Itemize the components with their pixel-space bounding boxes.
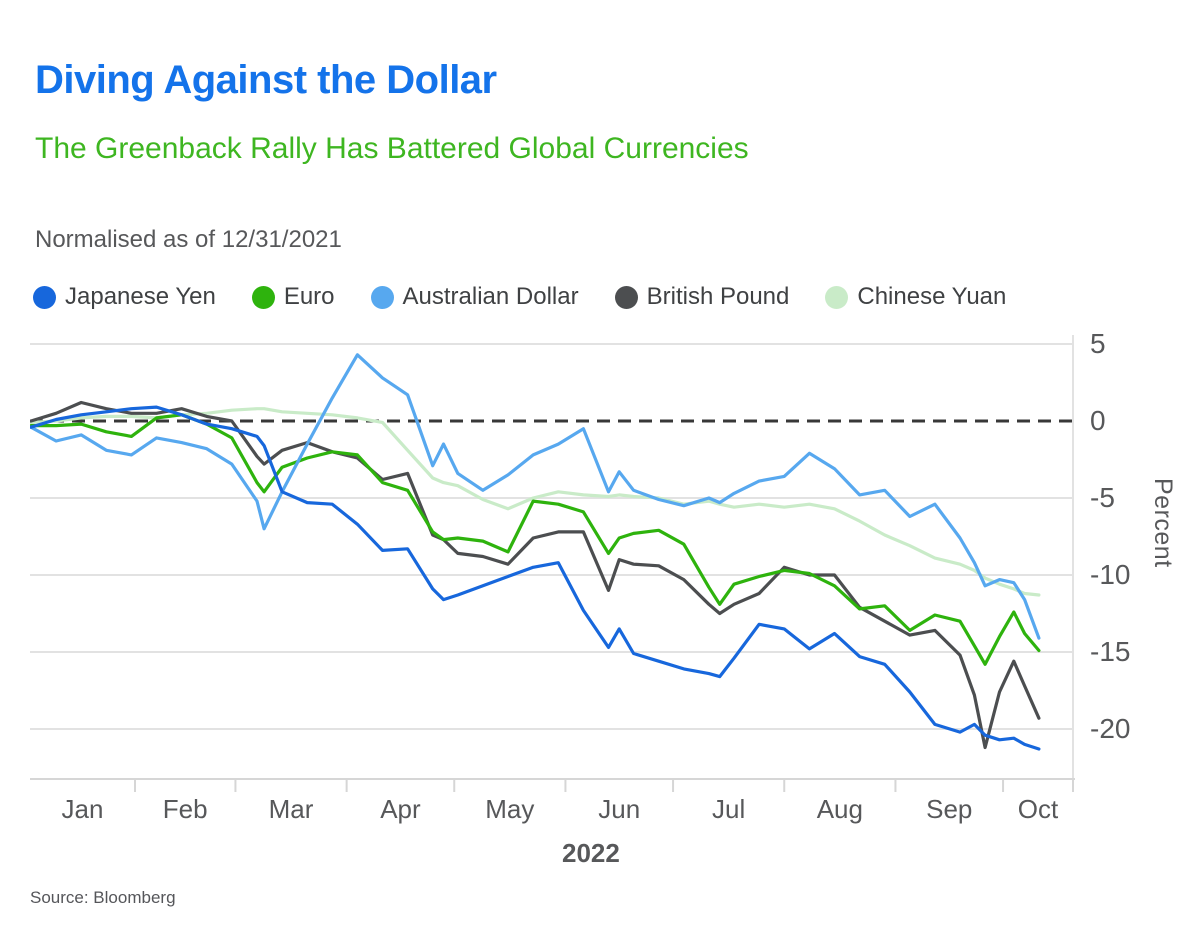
y-axis-tick-label: -20 — [1090, 713, 1131, 744]
legend-label: Euro — [283, 283, 335, 310]
series-line-australian-dollar — [30, 353, 1041, 640]
chart-title: Diving Against the Dollar — [35, 58, 497, 102]
legend-dot-icon — [825, 285, 849, 309]
legend-label: British Pound — [646, 283, 790, 310]
legend-item-japanese-yen: Japanese Yen — [33, 283, 216, 311]
chart-subtitle: The Greenback Rally Has Battered Global … — [35, 132, 749, 165]
x-axis-tick-label-oct: Oct — [1017, 794, 1059, 824]
x-axis-labels: Jan Feb Mar Apr May Jun Jul Aug Sep Oct — [30, 794, 1075, 828]
source-note: Source: Bloomberg — [30, 888, 176, 907]
plot-area — [30, 335, 1075, 792]
legend-label: Japanese Yen — [65, 283, 216, 310]
series-line-euro — [30, 413, 1041, 666]
legend-label: Chinese Yuan — [857, 283, 1007, 310]
legend-dot-icon — [33, 285, 56, 309]
legend-dot-icon — [251, 285, 275, 309]
legend-label: Australian Dollar — [402, 283, 579, 310]
y-axis-tick-label: -15 — [1090, 636, 1131, 667]
y-axis-tick-label: 5 — [1090, 328, 1106, 359]
series-line-chinese-yuan — [30, 407, 1041, 597]
x-axis-tick-label-aug: Aug — [816, 794, 863, 824]
x-axis-tick-label-jan: Jan — [61, 794, 104, 824]
series-line-japanese-yen — [30, 405, 1041, 751]
x-axis-tick-label-jun: Jun — [598, 794, 641, 824]
y-axis-tick-label: 0 — [1090, 405, 1106, 436]
x-axis-tick-label-jul: Jul — [712, 794, 746, 824]
legend-item-chinese-yuan: Chinese Yuan — [825, 283, 1006, 311]
legend-dot-icon — [370, 285, 394, 309]
x-axis-tick-label-mar: Mar — [268, 794, 314, 824]
normalization-note: Normalised as of 12/31/2021 — [35, 226, 342, 253]
x-axis-tick-label-sep: Sep — [926, 794, 973, 824]
legend-dot-icon — [614, 285, 638, 309]
y-axis-tick-label: -10 — [1090, 559, 1131, 590]
legend-item-euro: Euro — [251, 283, 335, 311]
series-line-british-pound — [30, 400, 1041, 750]
y-axis-title: Percent — [1149, 478, 1177, 568]
x-axis-tick-label-apr: Apr — [380, 794, 421, 824]
y-axis-labels: 5 0 -5 -10 -15 -20 — [1090, 328, 1190, 792]
x-axis-tick-label-feb: Feb — [162, 794, 208, 824]
legend-item-british-pound: British Pound — [614, 283, 790, 311]
x-axis-year-label: 2022 — [562, 838, 620, 868]
legend: Japanese Yen Euro Australian Dollar British… — [33, 283, 1006, 311]
legend-item-australian-dollar: Australian Dollar — [370, 283, 579, 311]
y-axis-tick-label: -5 — [1090, 482, 1115, 513]
x-axis-tick-label-may: May — [485, 794, 535, 824]
